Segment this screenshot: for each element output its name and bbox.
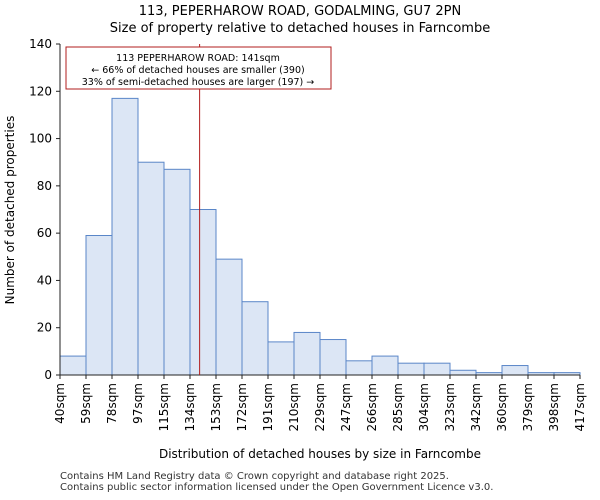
bar-40sqm	[59, 355, 87, 376]
y-tick-label: 20	[37, 321, 52, 335]
annotation-line-2: ← 66% of detached houses are smaller (39…	[91, 65, 304, 76]
bar-360sqm	[501, 365, 529, 376]
x-tick-label: 360sqm	[495, 383, 509, 431]
x-tick-label: 97sqm	[131, 383, 145, 424]
bar-153sqm	[215, 258, 243, 376]
y-tick-label: 140	[29, 37, 52, 51]
x-tick-label: 153sqm	[209, 383, 223, 431]
x-tick-label: 191sqm	[261, 383, 275, 431]
y-tick-label: 100	[29, 132, 52, 146]
y-tick-label: 60	[37, 226, 52, 240]
bar-115sqm	[163, 168, 191, 376]
x-tick-label: 115sqm	[157, 383, 171, 431]
annotation-line-1: 113 PEPERHAROW ROAD: 141sqm	[116, 53, 280, 64]
y-tick-label: 40	[37, 273, 52, 287]
bar-266sqm	[371, 355, 399, 376]
x-tick-label: 134sqm	[183, 383, 197, 431]
bar-285sqm	[397, 362, 425, 376]
x-tick-label: 323sqm	[443, 383, 457, 431]
x-tick-label: 247sqm	[339, 383, 353, 431]
bar-229sqm	[319, 339, 347, 376]
annotation-box: 113 PEPERHAROW ROAD: 141sqm ← 66% of det…	[65, 46, 332, 90]
y-axis-label: Number of detached properties	[3, 116, 17, 305]
x-axis-label: Distribution of detached houses by size …	[159, 447, 481, 461]
x-tick-label: 398sqm	[547, 383, 561, 431]
y-tick-label: 120	[29, 84, 52, 98]
x-tick-label: 40sqm	[53, 383, 67, 424]
x-tick-label: 417sqm	[573, 383, 587, 431]
y-tick-label: 80	[37, 179, 52, 193]
chart-subtitle: Size of property relative to detached ho…	[110, 21, 490, 36]
footer-line-2: Contains public sector information licen…	[60, 482, 494, 493]
x-tick-label: 342sqm	[469, 383, 483, 431]
bar-210sqm	[293, 331, 321, 376]
footer-line-1: Contains HM Land Registry data © Crown c…	[60, 471, 449, 482]
bar-304sqm	[423, 362, 451, 376]
bar-78sqm	[111, 97, 139, 376]
x-tick-label: 304sqm	[417, 383, 431, 431]
x-tick-label: 379sqm	[521, 383, 535, 431]
x-tick-label: 172sqm	[235, 383, 249, 431]
x-tick-label: 229sqm	[313, 383, 327, 431]
x-tick-label: 266sqm	[365, 383, 379, 431]
y-tick-label: 0	[44, 368, 52, 382]
annotation-line-3: 33% of semi-detached houses are larger (…	[82, 77, 315, 88]
bar-59sqm	[85, 235, 113, 376]
bar-323sqm	[449, 369, 477, 376]
bar-172sqm	[241, 301, 269, 376]
bar-191sqm	[267, 341, 295, 376]
bar-247sqm	[345, 360, 373, 376]
bar-134sqm	[189, 209, 217, 376]
bar-97sqm	[137, 161, 165, 376]
x-tick-label: 78sqm	[105, 383, 119, 424]
x-tick-label: 285sqm	[391, 383, 405, 431]
x-tick-label: 210sqm	[287, 383, 301, 431]
x-tick-label: 59sqm	[79, 383, 93, 424]
chart-title: 113, PEPERHAROW ROAD, GODALMING, GU7 2PN	[139, 4, 462, 19]
